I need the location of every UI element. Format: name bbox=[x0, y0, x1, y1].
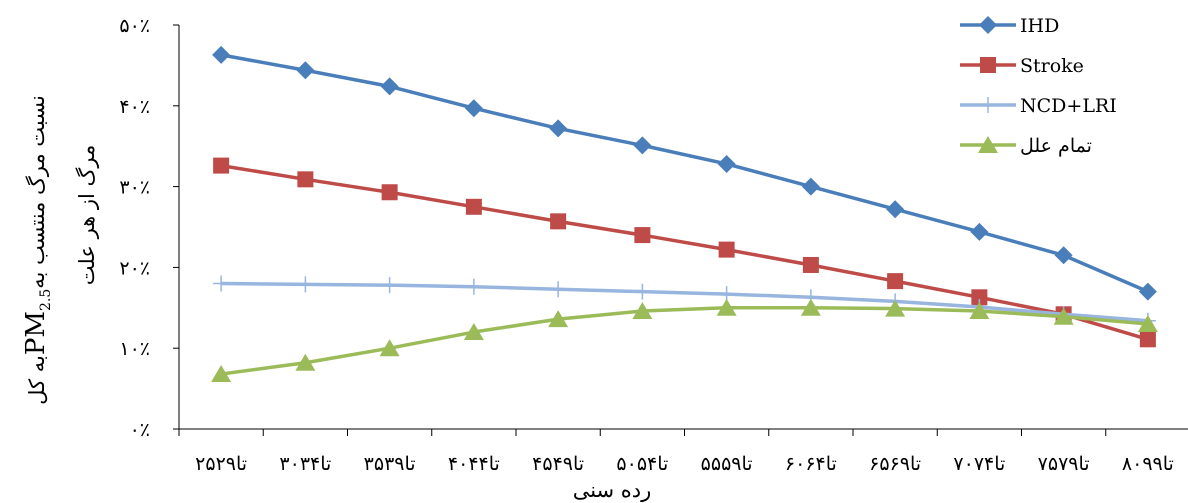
x-tick-label: ۳۰تا۳۴ bbox=[279, 453, 331, 475]
data-point bbox=[380, 77, 399, 96]
legend-label: IHD bbox=[1020, 15, 1059, 37]
data-point bbox=[633, 136, 652, 155]
y-tick-label: ۲۰٪ bbox=[119, 257, 150, 279]
y-tick-label: ۳۰٪ bbox=[119, 177, 150, 199]
y-tick-label: ۱۰٪ bbox=[119, 338, 150, 360]
data-point bbox=[634, 227, 651, 244]
x-tick-label: ۵۰تا۵۴ bbox=[616, 453, 668, 475]
data-point bbox=[463, 323, 484, 341]
data-point bbox=[718, 241, 735, 258]
data-point bbox=[971, 289, 988, 306]
series-line bbox=[220, 53, 1149, 294]
series-line bbox=[220, 163, 1149, 341]
x-axis-title: رده سنی bbox=[573, 478, 652, 503]
x-tick-label: ۷۵تا۷۹ bbox=[1038, 453, 1090, 475]
data-point bbox=[800, 298, 821, 316]
data-point bbox=[296, 61, 315, 80]
y-tick-label: ۵۰٪ bbox=[119, 15, 150, 37]
data-point bbox=[1054, 246, 1073, 265]
series-layer bbox=[211, 45, 1158, 383]
data-point bbox=[970, 222, 989, 241]
data-point bbox=[969, 302, 990, 320]
data-point bbox=[465, 278, 482, 295]
data-point bbox=[212, 45, 231, 64]
data-point bbox=[1053, 307, 1074, 325]
legend-label: NCD+LRI bbox=[1020, 95, 1117, 117]
legend-item: NCD+LRI bbox=[960, 95, 1117, 117]
series-2 bbox=[213, 157, 1156, 348]
x-tick-label: ۶۵تا۶۹ bbox=[869, 453, 921, 475]
legend-label: Stroke bbox=[1020, 55, 1084, 77]
data-point bbox=[632, 302, 653, 320]
series-line bbox=[221, 281, 1149, 323]
data-point bbox=[213, 275, 230, 292]
data-point bbox=[548, 310, 569, 328]
x-tick-label: ۵۵تا۵۹ bbox=[701, 453, 753, 475]
axes bbox=[173, 24, 1188, 436]
legend-item: تمام علل bbox=[960, 135, 1092, 157]
data-point bbox=[1139, 331, 1156, 348]
series-4 bbox=[211, 298, 1158, 383]
x-tick-label: ۳۵تا۳۹ bbox=[364, 453, 416, 475]
data-point bbox=[549, 119, 568, 138]
data-point bbox=[886, 200, 905, 219]
x-tick-label: ۷۰تا۷۴ bbox=[953, 453, 1005, 475]
legend: IHD Stroke NCD+LRI تمام علل bbox=[960, 15, 1117, 157]
data-point bbox=[465, 198, 482, 215]
data-point bbox=[802, 256, 819, 273]
y-tick-label: ۰٪ bbox=[130, 419, 150, 441]
data-point bbox=[297, 276, 314, 293]
data-point bbox=[213, 157, 230, 174]
data-point bbox=[295, 353, 316, 371]
data-point bbox=[550, 281, 567, 298]
data-point bbox=[379, 339, 400, 357]
y-tick-label: ۴۰٪ bbox=[119, 96, 150, 118]
series-3 bbox=[213, 275, 1156, 329]
data-point bbox=[464, 99, 483, 118]
legend-marker bbox=[978, 136, 998, 153]
x-tick-labels: ۲۵تا۲۹ ۳۰تا۳۴ ۳۵تا۳۹ ۴۰تا۴۴ ۴۵تا۴۹ ۵۰تا۵۴ ۵۵تا… bbox=[195, 453, 1174, 475]
y-axis-title-sub: 2.5 bbox=[38, 289, 54, 311]
data-point bbox=[634, 283, 651, 300]
legend-label: تمام علل bbox=[1020, 135, 1092, 157]
y-tick-labels: ۰٪ ۱۰٪ ۲۰٪ ۳۰٪ ۴۰٪ ۵۰٪ bbox=[119, 15, 150, 441]
data-point bbox=[550, 213, 567, 230]
x-tick-label: ۸۰تا۹۹ bbox=[1122, 453, 1174, 475]
legend-marker bbox=[980, 57, 996, 73]
data-point bbox=[716, 298, 737, 316]
x-tick-label: ۲۵تا۲۹ bbox=[195, 453, 247, 475]
y-axis-title-pm: PM bbox=[21, 311, 51, 355]
data-point bbox=[801, 177, 820, 196]
x-tick-label: ۴۵تا۴۹ bbox=[532, 453, 584, 475]
legend-item: IHD bbox=[960, 15, 1059, 37]
data-point bbox=[297, 171, 314, 188]
y-axis-title-line1: به کلPM2.5نسبت مرگ منتسب به bbox=[21, 95, 54, 405]
data-point bbox=[381, 184, 398, 201]
data-point bbox=[1137, 314, 1158, 332]
x-tick-label: ۴۰تا۴۴ bbox=[448, 453, 500, 475]
y-axis-title-line2: مرگ از هر علت bbox=[75, 145, 100, 285]
data-point bbox=[887, 273, 904, 290]
data-point bbox=[885, 299, 906, 317]
data-point bbox=[211, 365, 232, 383]
y-axis-title-prefix: نسبت مرگ منتسب به bbox=[25, 95, 50, 289]
y-axis-title: به کلPM2.5نسبت مرگ منتسب به bbox=[21, 95, 54, 405]
legend-marker bbox=[979, 16, 997, 34]
series-1 bbox=[212, 45, 1157, 301]
data-point bbox=[717, 154, 736, 173]
data-point bbox=[381, 277, 398, 294]
legend-item: Stroke bbox=[960, 55, 1084, 77]
legend-marker bbox=[980, 97, 996, 113]
x-tick-label: ۶۰تا۶۴ bbox=[785, 453, 837, 475]
y-axis-title-suffix: به کل bbox=[25, 355, 49, 405]
data-point bbox=[1138, 282, 1157, 301]
series-line bbox=[220, 306, 1149, 376]
